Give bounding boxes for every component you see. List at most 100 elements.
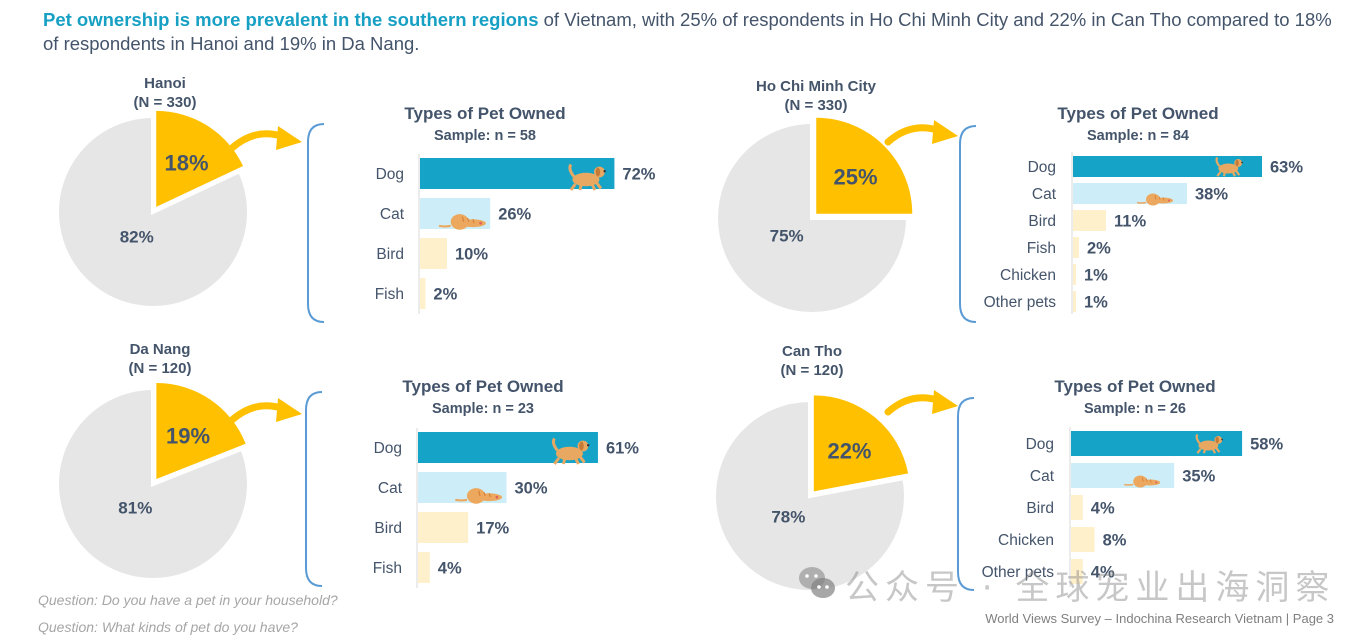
pie-label-owner: 18% [164,150,208,175]
bar-value-label: 4% [438,560,462,578]
bar-value-label: 4% [1091,564,1115,582]
bar-value-label: 35% [1182,468,1215,486]
bar-other-pets [1073,291,1076,312]
cat-icon [1136,193,1173,206]
bracket [305,391,323,587]
pie-slice-non-owner [712,397,908,594]
bar-value-label: 2% [433,286,457,304]
city-title: Ho Chi Minh City (N = 330) [726,77,906,115]
city-title: Da Nang (N = 120) [70,340,250,378]
dog-icon [1215,156,1243,177]
bar-category-label: Dog [376,166,404,183]
bar-category-label: Other pets [984,294,1057,311]
cat-icon [1124,475,1161,488]
headline-rest: of Vietnam, with 25% of respondents in H… [43,9,1332,54]
bar-fish [420,278,426,309]
bar-value-label: 4% [1091,500,1115,518]
wechat-icon [799,567,835,598]
city-sample-size: (N = 120) [128,360,192,377]
city-title: Can Tho (N = 120) [722,342,902,380]
bar-value-label: 1% [1084,267,1108,285]
watermark-text: 公众号 · 全球宠业出海洞察 [845,568,1336,608]
bar-value-label: 26% [498,206,531,224]
bar-bird [1073,210,1106,231]
bar-value-label: 61% [606,440,639,458]
headline-highlight: Pet ownership is more prevalent in the s… [43,9,539,30]
bar-chart-title: Types of Pet Owned [1054,377,1216,396]
arrow-icon [884,390,958,416]
cat-icon [438,214,486,230]
bar-value-label: 11% [1114,213,1146,231]
bar-value-label: 17% [476,520,509,538]
bracket [959,125,977,323]
bar-chart-title: Types of Pet Owned [402,377,564,396]
footnote-question-2: Question: What kinds of pet do you have? [38,619,298,635]
bar-category-label: Bird [374,520,402,537]
pie-slice-owner [156,110,244,207]
bar-fish [418,552,430,583]
bar-category-label: Fish [1027,240,1056,257]
bar-chart-sample: Sample: n = 58 [434,128,536,144]
pie-slice-owner [816,117,913,214]
bar-category-label: Bird [1026,500,1054,517]
bar-category-label: Dog [1026,436,1054,453]
arrow-icon [228,126,302,152]
bar-value-label: 63% [1270,159,1303,177]
bar-chart-title: Types of Pet Owned [1057,104,1219,123]
cat-icon [455,488,503,504]
pie-label-non-owner: 81% [118,499,152,518]
city-name: Da Nang [129,341,191,358]
bar-category-label: Bird [376,246,404,263]
pie-label-non-owner: 82% [120,228,154,247]
city-name: Hanoi [144,75,186,92]
bar-category-label: Chicken [998,532,1054,549]
page-footer: World Views Survey – Indochina Research … [985,611,1334,626]
arrow-icon [884,120,958,146]
pie-label-non-owner: 75% [770,226,804,245]
city-sample-size: (N = 330) [133,94,197,111]
bar-chart-title: Types of Pet Owned [404,104,566,123]
bar-chicken [1071,527,1095,552]
pie-slice-non-owner [55,385,251,582]
arrow-icon [228,398,302,424]
bar-dog [1073,156,1262,177]
pie-slice-non-owner [55,113,251,310]
bar-value-label: 10% [455,246,488,264]
bar-chart-sample: Sample: n = 26 [1084,401,1186,417]
bar-category-label: Dog [374,440,402,457]
bar-category-label: Cat [380,206,405,223]
pie-label-owner: 25% [834,164,878,189]
bar-cat [1071,463,1175,488]
bar-value-label: 38% [1195,186,1228,204]
bar-category-label: Chicken [1000,267,1056,284]
bar-value-label: 2% [1087,240,1111,258]
bar-value-label: 30% [515,480,548,498]
pie-slice-owner [156,383,246,480]
bar-value-label: 72% [622,166,655,184]
bar-category-label: Fish [375,286,404,303]
bar-bird [420,238,447,269]
pie-slice-owner [813,395,909,492]
bar-value-label: 8% [1103,532,1127,550]
city-name: Can Tho [782,343,842,360]
bar-chart-sample: Sample: n = 84 [1087,128,1189,144]
dog-icon [568,163,606,191]
bracket [957,397,975,591]
city-title: Hanoi (N = 330) [75,74,255,112]
city-sample-size: (N = 330) [784,97,848,114]
bar-category-label: Dog [1028,159,1056,176]
pie-label-owner: 19% [166,423,210,448]
bar-category-label: Cat [378,480,403,497]
bar-category-label: Other pets [982,564,1055,581]
bar-bird [1071,495,1083,520]
bar-bird [418,512,469,543]
bar-fish [1073,237,1079,258]
bar-value-label: 58% [1250,436,1283,454]
dog-icon [551,437,590,465]
dog-icon [1195,433,1224,454]
city-name: Ho Chi Minh City [756,78,876,95]
